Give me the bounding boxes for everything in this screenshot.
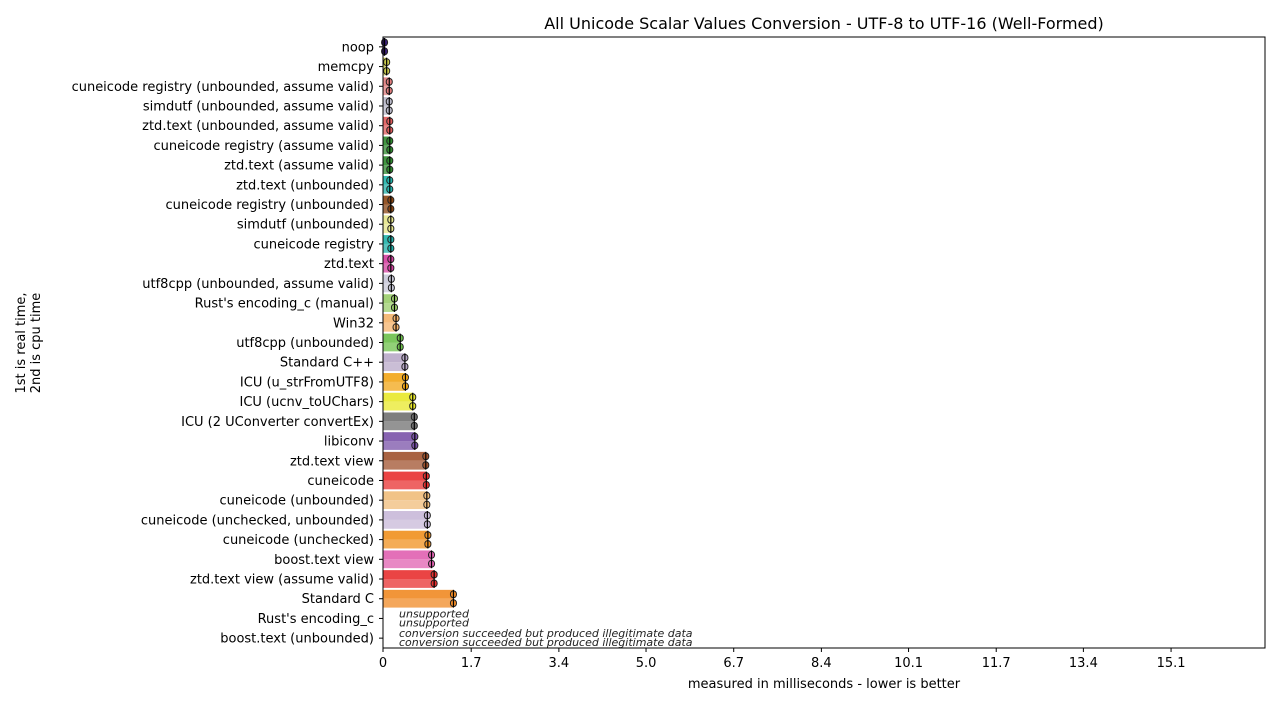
bar-note-cpu: unsupported: [399, 616, 470, 629]
y-tick-label: cuneicode: [307, 474, 374, 489]
y-tick-label: utf8cpp (unbounded, assume valid): [142, 277, 374, 292]
y-tick-label: Win32: [333, 316, 374, 331]
y-tick-label: noop: [342, 40, 374, 55]
y-tick-label: memcpy: [318, 60, 375, 75]
bar-cpu: [383, 362, 405, 372]
x-tick-label: 0: [379, 656, 387, 671]
y-tick-label: boost.text view: [274, 553, 374, 568]
bar-real: [383, 373, 406, 382]
y-tick-label: ztd.text (unbounded, assume valid): [142, 119, 374, 134]
bar-real: [383, 353, 405, 363]
bar-cpu: [383, 224, 391, 234]
bar-real: [383, 333, 401, 343]
y-tick-label: Rust's encoding_c: [258, 612, 374, 627]
bar-real: [383, 589, 454, 599]
y-tick-label: Rust's encoding_c (manual): [195, 297, 374, 312]
y-tick-label: cuneicode (unchecked): [223, 533, 374, 548]
y-tick-label: cuneicode registry (unbounded, assume va…: [72, 80, 374, 95]
y-tick-label: ztd.text (unbounded): [236, 178, 374, 193]
y-tick-label: simdutf (unbounded): [237, 218, 374, 233]
bar-real: [383, 471, 427, 481]
y-tick-label: cuneicode registry: [253, 237, 374, 252]
y-tick-label: utf8cpp (unbounded): [236, 336, 374, 351]
bar-real: [383, 511, 428, 520]
bar-cpu: [383, 322, 397, 332]
bar-real: [383, 530, 428, 540]
x-tick-label: 13.4: [1069, 656, 1098, 671]
x-axis-ticks: 0 1.7 3.4 5.0 6.7 8.4 10.1 11.7 13.4 15.1: [379, 648, 1186, 671]
bar-cpu: [383, 480, 427, 490]
y-tick-label: cuneicode registry (assume valid): [153, 139, 374, 154]
y-tick-label: cuneicode (unchecked, unbounded): [141, 513, 374, 528]
bar-note-real: unsupported: [399, 607, 470, 620]
bar-cpu: [383, 500, 427, 510]
bar-cpu: [383, 539, 428, 549]
y-tick-label: ICU (ucnv_toUChars): [240, 395, 375, 410]
x-tick-label: 15.1: [1157, 656, 1186, 671]
bar-cpu: [383, 401, 413, 411]
bar-cpu: [383, 519, 428, 529]
x-tick-label: 8.4: [811, 656, 832, 671]
bar-cpu: [383, 263, 391, 273]
bar-cpu: [383, 342, 401, 352]
bar-real: [383, 294, 395, 304]
bar-cpu: [383, 579, 435, 588]
y-tick-label: Standard C++: [280, 356, 374, 371]
bar-cpu: [383, 598, 454, 608]
y-tick-label: ztd.text view: [290, 454, 374, 469]
bar-real: [383, 570, 435, 580]
bar-real: [383, 550, 432, 560]
bar-real: [383, 491, 427, 501]
bar-real: [383, 392, 413, 402]
bar-cpu: [383, 381, 406, 391]
bar-cpu: [383, 559, 432, 569]
bar-note-real: conversion succeeded but produced illegi…: [399, 627, 693, 640]
y-tick-label: ICU (u_strFromUTF8): [240, 375, 374, 390]
bar-cpu: [383, 283, 392, 293]
y-axis-ticks: noop memcpy cuneicode registry (unbounded,…: [72, 40, 383, 647]
bar-real: [383, 412, 415, 422]
plot-frame: [382, 36, 1266, 649]
bar-cpu: [383, 441, 415, 450]
bar-cpu: [383, 303, 395, 312]
bar-cpu: [383, 460, 426, 470]
bar-cpu: [383, 421, 415, 431]
x-tick-label: 10.1: [894, 656, 923, 671]
x-tick-label: 6.7: [723, 656, 744, 671]
bar-real: [383, 195, 391, 205]
y-tick-label: cuneicode (unbounded): [219, 494, 374, 509]
y-tick-label: boost.text (unbounded): [220, 632, 374, 647]
bar-real: [383, 451, 426, 461]
x-tick-label: 11.7: [982, 656, 1011, 671]
y-tick-label: libiconv: [324, 435, 374, 450]
bar-note-cpu: conversion succeeded but produced illegi…: [399, 636, 693, 649]
x-tick-label: 1.7: [461, 656, 482, 671]
bar-cpu: [383, 204, 391, 214]
y-tick-label: ztd.text (assume valid): [224, 159, 374, 174]
chart-title: All Unicode Scalar Values Conversion - U…: [544, 14, 1104, 33]
bar-real: [383, 313, 397, 323]
bar-real: [383, 432, 415, 442]
y-tick-label: ztd.text view (assume valid): [190, 573, 374, 588]
y-tick-label: cuneicode registry (unbounded): [166, 198, 375, 213]
bar-real: [383, 254, 391, 264]
bar-real: [383, 274, 392, 284]
y-tick-label: ztd.text: [324, 257, 374, 272]
y-tick-label: simdutf (unbounded, assume valid): [143, 99, 374, 114]
bar-cpu: [383, 243, 391, 253]
y-axis-label-line-1: 1st is real time,: [14, 292, 29, 393]
y-axis-label-line-2: 2nd is cpu time: [29, 293, 44, 394]
x-axis-label: measured in milliseconds - lower is bett…: [688, 677, 961, 692]
x-tick-label: 5.0: [636, 656, 657, 671]
bar-real: [383, 215, 391, 225]
y-tick-label: ICU (2 UConverter convertEx): [181, 415, 374, 430]
bar-real: [383, 235, 391, 244]
y-tick-label: Standard C: [302, 592, 374, 607]
x-tick-label: 3.4: [549, 656, 570, 671]
